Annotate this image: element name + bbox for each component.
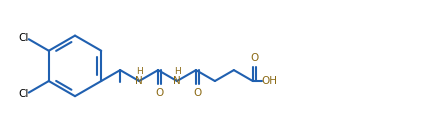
Text: N: N (173, 76, 181, 86)
Text: H: H (173, 67, 181, 76)
Text: H: H (136, 67, 143, 76)
Text: OH: OH (261, 76, 277, 86)
Text: Cl: Cl (18, 33, 29, 43)
Text: O: O (156, 88, 164, 98)
Text: Cl: Cl (18, 89, 29, 99)
Text: N: N (135, 76, 143, 86)
Text: O: O (193, 88, 202, 98)
Text: O: O (250, 53, 258, 64)
